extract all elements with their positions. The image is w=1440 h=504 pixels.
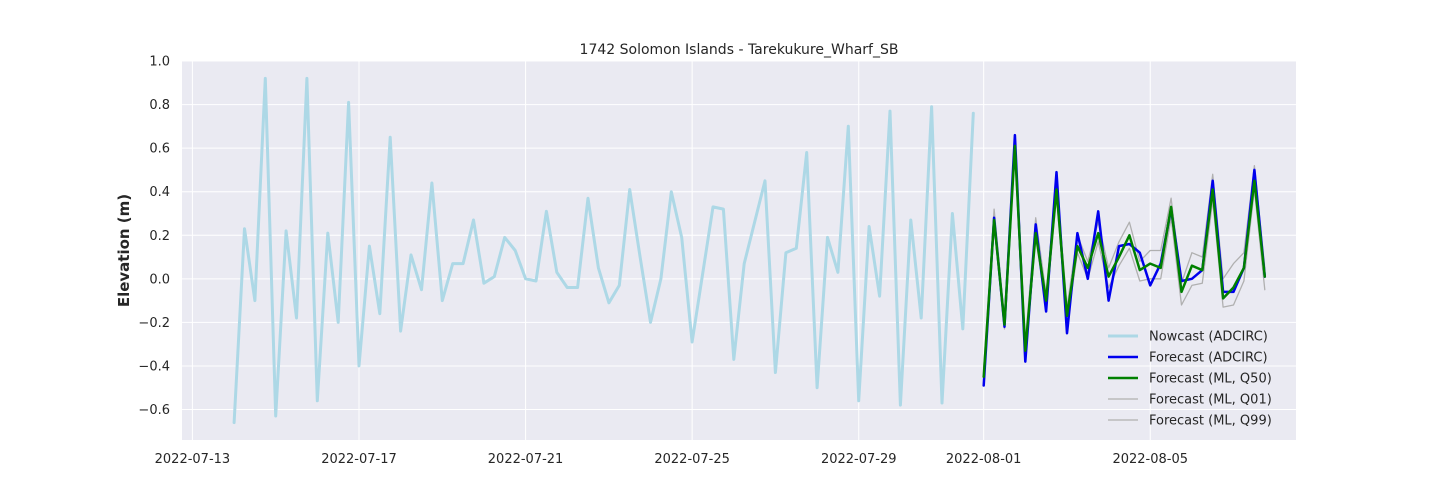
x-tick-label: 2022-07-21 bbox=[488, 452, 564, 467]
x-tick-label: 2022-07-29 bbox=[821, 452, 897, 467]
y-tick-label: 0.0 bbox=[149, 272, 170, 287]
chart-title: 1742 Solomon Islands - Tarekukure_Wharf_… bbox=[580, 42, 899, 58]
x-tick-label: 2022-08-05 bbox=[1112, 452, 1188, 467]
series-line-0 bbox=[232, 76, 975, 425]
legend-entry: Forecast (ML, Q99) bbox=[1149, 414, 1272, 429]
legend-entry: Forecast (ADCIRC) bbox=[1149, 351, 1268, 366]
series-lines bbox=[232, 76, 1267, 425]
y-tick-label: −0.2 bbox=[138, 316, 170, 331]
y-tick-label: −0.6 bbox=[138, 403, 170, 418]
y-tick-label: 0.6 bbox=[149, 142, 170, 157]
x-axis-ticks: 2022-07-13 2022-07-17 2022-07-21 2022-07-25… bbox=[155, 452, 1188, 467]
y-tick-label: 1.0 bbox=[149, 55, 170, 70]
y-tick-label: −0.4 bbox=[138, 359, 170, 374]
legend-entry: Forecast (ML, Q01) bbox=[1149, 393, 1272, 408]
y-axis-label: Elevation (m) bbox=[115, 194, 133, 307]
x-tick-label: 2022-07-25 bbox=[654, 452, 730, 467]
y-tick-label: 0.2 bbox=[149, 229, 170, 244]
y-tick-label: 0.4 bbox=[149, 185, 170, 200]
series-line-2 bbox=[982, 144, 1267, 379]
legend-entry: Nowcast (ADCIRC) bbox=[1149, 330, 1268, 345]
x-tick-label: 2022-07-17 bbox=[321, 452, 397, 467]
y-tick-label: 0.8 bbox=[149, 98, 170, 113]
x-tick-label: 2022-08-01 bbox=[946, 452, 1022, 467]
legend-entry: Forecast (ML, Q50) bbox=[1149, 372, 1272, 387]
legend: Nowcast (ADCIRC) Forecast (ADCIRC) Forecas… bbox=[1108, 330, 1272, 429]
x-tick-label: 2022-07-13 bbox=[155, 452, 231, 467]
y-axis-ticks: 1.0 0.8 0.6 0.4 0.2 0.0 −0.2 −0.4 −0.6 bbox=[138, 55, 170, 419]
